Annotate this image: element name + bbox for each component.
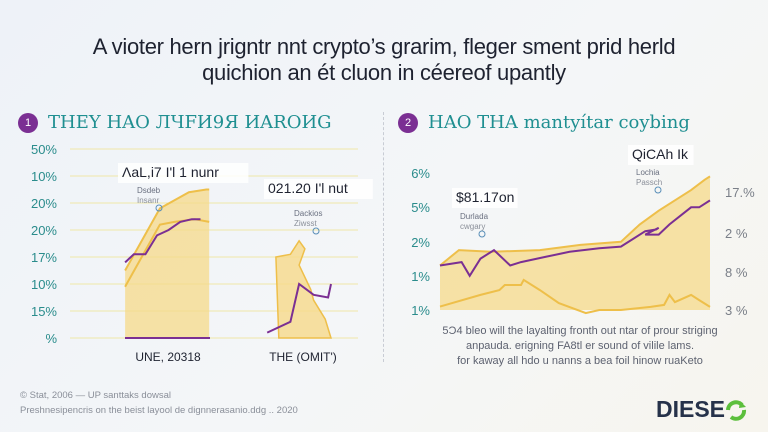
annotation-marker [155,204,163,212]
section-title: HAO THA mantyítar coybing [428,112,690,133]
footer-source: © Stat, 2006 — UP santtaks dowsal [20,390,171,401]
annotation-box [264,179,373,199]
area-fill [125,189,210,338]
annotation-value: 021.20 I'l nut [268,180,348,196]
purple-series-line [439,199,711,278]
y-tick-label: 1% [411,269,430,284]
x-tick-label: THE (OMIT') [269,350,337,364]
y2-tick-label: 17.% [725,185,755,200]
annotation-label: Dackios [294,209,322,218]
annotation-box [628,145,694,165]
y-tick-label: 6% [411,166,430,181]
annotation-value: ɅaL,i7 I'l 1 nunr [122,164,219,180]
section-number-badge: 1 [18,112,38,133]
annotation-value: $81.17on [456,189,514,205]
y-tick-label: 10% [31,277,57,292]
annotation-label: Dsdeb [137,186,161,195]
y-tick-label: 2% [411,235,430,250]
annotation-label: Passch [636,178,662,187]
y-tick-label: 17% [31,250,57,265]
caption-line: anpauda. erigning FA8tl er sound of vili… [465,340,695,352]
y-tick-label: % [45,331,57,346]
page-title: A vioter hern jrigntr nnt crypto’s grari… [0,34,768,86]
y2-tick-label: 3 % [725,303,748,318]
purple-series-line [266,282,332,334]
recycle-arrow-icon [726,399,747,421]
title-line-2: quichion an ét cluon in céereof upantly [202,60,566,85]
yellow-series-line [439,278,711,315]
section-title: THEY HAO ЛЧFИ9Я ИAROИG [48,112,332,133]
annotation-marker [312,227,320,235]
purple-series-line [124,218,201,264]
y-tick-label: 15% [31,304,57,319]
section-number-badge: 2 [398,112,418,133]
area-top-line [124,188,210,271]
title-line-1: A vioter hern jrigntr nnt crypto’s grari… [92,34,676,59]
logo: DIESE [656,396,747,423]
footer-note: Preshnesipencris on the beist layool de … [20,405,298,416]
divider [383,112,384,362]
y-tick-label: 20% [31,223,57,238]
chart-caption: 5Ɔ4 bleo will the layalting fronth out n… [430,324,730,369]
annotation-label: Durlada [460,212,489,221]
y-tick-label: 1% [411,303,430,318]
annotation-label: Ziwsst [294,219,317,228]
y2-tick-label: 8 % [725,265,748,280]
area-fill [275,239,333,339]
annotation-box [452,188,518,208]
y2-tick-label: 2 % [725,226,748,241]
annotation-label: cwgary [460,222,485,231]
annotation-label: Lochia [636,168,660,177]
annotation-value: QiCAh Ik [632,146,689,162]
y-tick-label: 20% [31,196,57,211]
y-tick-label: 50% [31,142,57,157]
y-tick-label: 5% [411,200,430,215]
annotation-label: Insanr [137,196,160,205]
annotation-box [118,163,249,183]
y-tick-label: 10% [31,169,57,184]
x-tick-label: UNE, 20318 [135,350,201,364]
annotation-marker [654,186,662,194]
annotation-marker [478,230,486,238]
section-1-header: 1 THEY HAO ЛЧFИ9Я ИAROИG [18,112,332,133]
area-top-line [439,175,711,267]
section-2-header: 2 HAO THA mantyítar coybing [398,112,690,133]
logo-text: DIESE [656,396,726,422]
area-fill [440,176,710,310]
caption-line: 5Ɔ4 bleo will the layalting fronth out n… [442,325,718,337]
caption-line: for kaway all hdo u nanns a bea foil hin… [457,355,703,367]
